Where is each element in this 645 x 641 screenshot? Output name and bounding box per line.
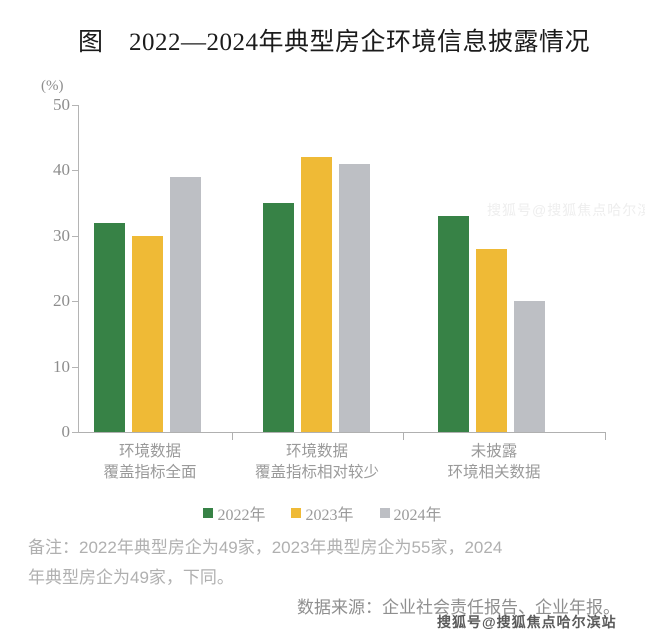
y-axis-unit-label: (%) xyxy=(41,78,64,94)
y-tick-label-0: 0 xyxy=(61,422,71,441)
y-tick-label-10: 10 xyxy=(53,357,70,376)
bar-2024年-group2 xyxy=(514,301,545,432)
legend-item-2022[interactable]: 2022年 xyxy=(203,501,265,525)
bar-2023年-group2 xyxy=(476,248,507,432)
bar-2022年-group2 xyxy=(438,216,469,432)
legend-swatch-icon-2024 xyxy=(379,508,390,518)
x-category-label-2: 未披露 环境相关数据 xyxy=(399,441,589,483)
x-category-label-1-line2: 覆盖指标相对较少 xyxy=(254,464,379,481)
legend-label-2024: 2024年 xyxy=(393,507,442,524)
y-tick-label-50: 50 xyxy=(53,95,70,114)
bar-2022年-group1 xyxy=(263,203,294,432)
x-category-label-0-line2: 覆盖指标全面 xyxy=(103,464,197,481)
x-axis-end-tick xyxy=(605,433,606,440)
legend-swatch-icon-2023 xyxy=(291,508,302,518)
legend-swatch-icon-2022 xyxy=(203,508,214,518)
chart-legend: 2022年 2023年 2024年 xyxy=(0,501,645,525)
y-tick-mark-0 xyxy=(72,432,79,433)
figure-note: 备注：2022年典型房企为49家，2023年典型房企为55家，2024 年典型房… xyxy=(28,533,628,593)
figure-title-text: 图 2022—2024年典型房企环境信息披露情况 xyxy=(78,29,591,56)
x-category-label-2-line1: 未披露 xyxy=(470,443,518,460)
bar-2023年-group1 xyxy=(301,157,332,432)
figure-note-line2: 年典型房企为49家，下同。 xyxy=(28,568,234,587)
y-tick-mark-30 xyxy=(72,236,79,237)
figure-source: 数据来源：企业社会责任报告、企业年报。 xyxy=(297,598,620,617)
x-axis-separator-1 xyxy=(232,433,233,440)
x-axis-separator-2 xyxy=(403,433,404,440)
bar-2023年-group0 xyxy=(132,235,163,432)
x-category-label-2-line2: 环境相关数据 xyxy=(447,464,541,481)
y-tick-label-40: 40 xyxy=(53,160,70,179)
bar-2024年-group0 xyxy=(170,176,201,432)
figure-title: 图 2022—2024年典型房企环境信息披露情况 xyxy=(78,22,638,58)
y-tick-mark-20 xyxy=(72,301,79,302)
figure-note-line1: 备注：2022年典型房企为49家，2023年典型房企为55家，2024 xyxy=(28,538,503,557)
y-tick-mark-10 xyxy=(72,367,79,368)
legend-item-2023[interactable]: 2023年 xyxy=(291,501,354,525)
bars-plot-area xyxy=(78,105,605,432)
bar-2022年-group0 xyxy=(94,222,125,432)
x-axis-line xyxy=(78,432,606,433)
x-category-label-1: 环境数据 覆盖指标相对较少 xyxy=(222,441,412,483)
x-category-label-0: 环境数据 覆盖指标全面 xyxy=(55,441,245,483)
y-tick-label-30: 30 xyxy=(53,226,70,245)
legend-item-2024[interactable]: 2024年 xyxy=(379,501,442,525)
x-category-label-1-line1: 环境数据 xyxy=(285,443,348,460)
y-tick-label-20: 20 xyxy=(53,291,70,310)
legend-label-2022: 2022年 xyxy=(217,507,266,524)
bar-2024年-group1 xyxy=(339,163,370,432)
legend-label-2023: 2023年 xyxy=(305,507,354,524)
y-axis-line xyxy=(78,105,79,433)
y-tick-mark-40 xyxy=(72,170,79,171)
x-category-label-0-line1: 环境数据 xyxy=(118,443,181,460)
y-tick-mark-50 xyxy=(72,105,79,106)
